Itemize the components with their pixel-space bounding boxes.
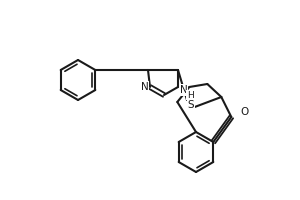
Text: O: O	[240, 107, 248, 117]
Text: N: N	[180, 85, 188, 95]
Text: S: S	[188, 100, 194, 110]
Text: N: N	[141, 82, 149, 92]
Text: H: H	[187, 90, 194, 99]
